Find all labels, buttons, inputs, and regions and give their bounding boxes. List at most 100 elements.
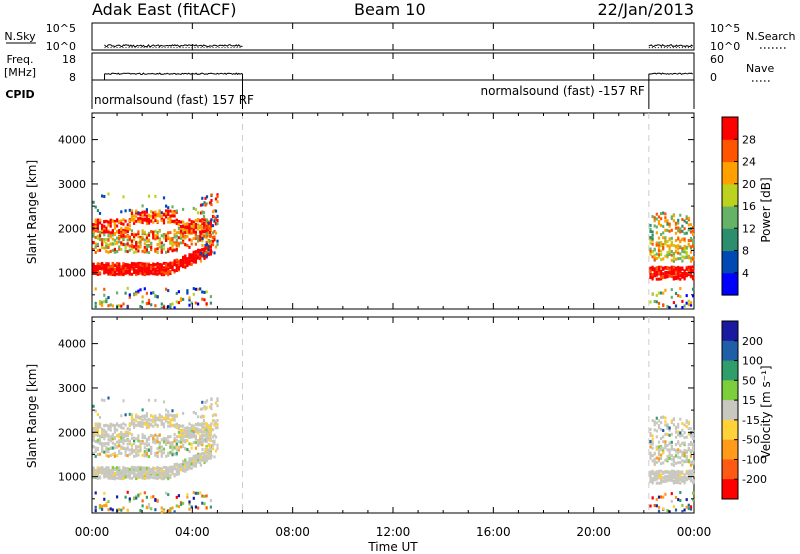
power-cell [211, 236, 215, 239]
velocity-cell [209, 505, 212, 509]
velocity-cell [105, 471, 108, 475]
velocity-cell [689, 505, 693, 509]
velocity-cell [186, 461, 189, 465]
velocity-cell [126, 431, 129, 435]
velocity-cell [152, 440, 155, 444]
power-cell [103, 229, 106, 233]
power-cell [194, 237, 197, 241]
velocity-cell [107, 508, 110, 512]
velocity-frame [91, 316, 695, 514]
velocity-cell [687, 443, 690, 446]
velocity-cell [160, 477, 163, 481]
power-cell [118, 304, 121, 308]
velocity-cell [124, 450, 127, 454]
power-cell [167, 262, 170, 266]
velocity-cell [666, 479, 669, 482]
velocity-cell [175, 473, 178, 476]
velocity-cell [194, 454, 197, 458]
power-cell [171, 267, 174, 271]
velocity-cell [113, 442, 116, 446]
colorbar-tick-label: 200 [742, 335, 763, 348]
velocity-cell [211, 435, 215, 439]
velocity-cell [145, 470, 148, 474]
power-cell [207, 225, 210, 229]
power-cell [169, 241, 172, 245]
power-cell [175, 258, 178, 262]
power-cell [657, 241, 661, 245]
power-cell [668, 274, 671, 278]
velocity-cell [141, 453, 144, 457]
power-cell [687, 242, 690, 246]
power-cell [670, 236, 673, 240]
power-cell [141, 267, 144, 271]
velocity-cell [214, 413, 218, 417]
velocity-cell [213, 433, 216, 437]
power-cell [681, 259, 684, 263]
velocity-cell [657, 450, 661, 454]
power-cell [199, 219, 203, 223]
power-cell [147, 233, 151, 237]
power-cell [167, 289, 170, 293]
power-cell [162, 273, 166, 277]
power-cell [184, 260, 187, 264]
power-cell [190, 262, 193, 266]
power-cell [662, 291, 665, 295]
power-cell [103, 300, 106, 304]
power-cell [167, 247, 170, 251]
power-cell [651, 233, 654, 237]
power-cell [143, 246, 146, 249]
power-cell [116, 218, 119, 222]
velocity-cell [173, 473, 176, 476]
power-cell [662, 236, 665, 240]
velocity-cell [214, 422, 218, 426]
power-cell [152, 214, 155, 218]
power-cell [670, 265, 673, 269]
power-cell [175, 234, 178, 238]
power-cell [213, 251, 216, 255]
power-cell [666, 270, 669, 274]
power-cell [145, 233, 148, 237]
velocity-cell [141, 474, 144, 478]
power-cell [167, 305, 170, 309]
power-cell [135, 269, 138, 273]
power-cell [133, 245, 136, 249]
velocity-cell [98, 438, 102, 442]
power-cell [156, 295, 159, 299]
velocity-cell [202, 415, 206, 419]
power-cell [203, 290, 206, 294]
power-cell [201, 252, 204, 256]
velocity-cell [216, 423, 219, 426]
power-cell [660, 242, 663, 246]
colorbar-segment [722, 161, 738, 185]
power-cell [197, 248, 200, 252]
velocity-cell [190, 429, 193, 433]
power-cell [124, 291, 127, 295]
power-cell [210, 193, 213, 197]
power-cell [668, 237, 671, 241]
power-cell [679, 240, 682, 244]
velocity-cell [126, 473, 129, 477]
velocity-cell [147, 455, 151, 459]
power-cell [199, 287, 202, 291]
velocity-cell [113, 423, 116, 427]
velocity-cell [101, 466, 104, 470]
power-cell [685, 253, 688, 257]
power-cell [179, 229, 183, 233]
velocity-cell [109, 439, 112, 443]
power-cell [137, 265, 140, 269]
power-cell [105, 238, 108, 242]
power-cell [137, 211, 140, 215]
power-cell [194, 287, 197, 291]
velocity-cell [139, 420, 142, 424]
power-cell [674, 250, 678, 254]
power-cell [188, 238, 191, 242]
power-cell [135, 233, 138, 237]
velocity-cell [162, 475, 166, 479]
velocity-cell [126, 454, 129, 458]
velocity-cell [662, 415, 665, 419]
velocity-cell [94, 433, 97, 437]
power-cell [135, 270, 138, 274]
power-cell [674, 266, 678, 270]
power-cell [109, 272, 112, 276]
